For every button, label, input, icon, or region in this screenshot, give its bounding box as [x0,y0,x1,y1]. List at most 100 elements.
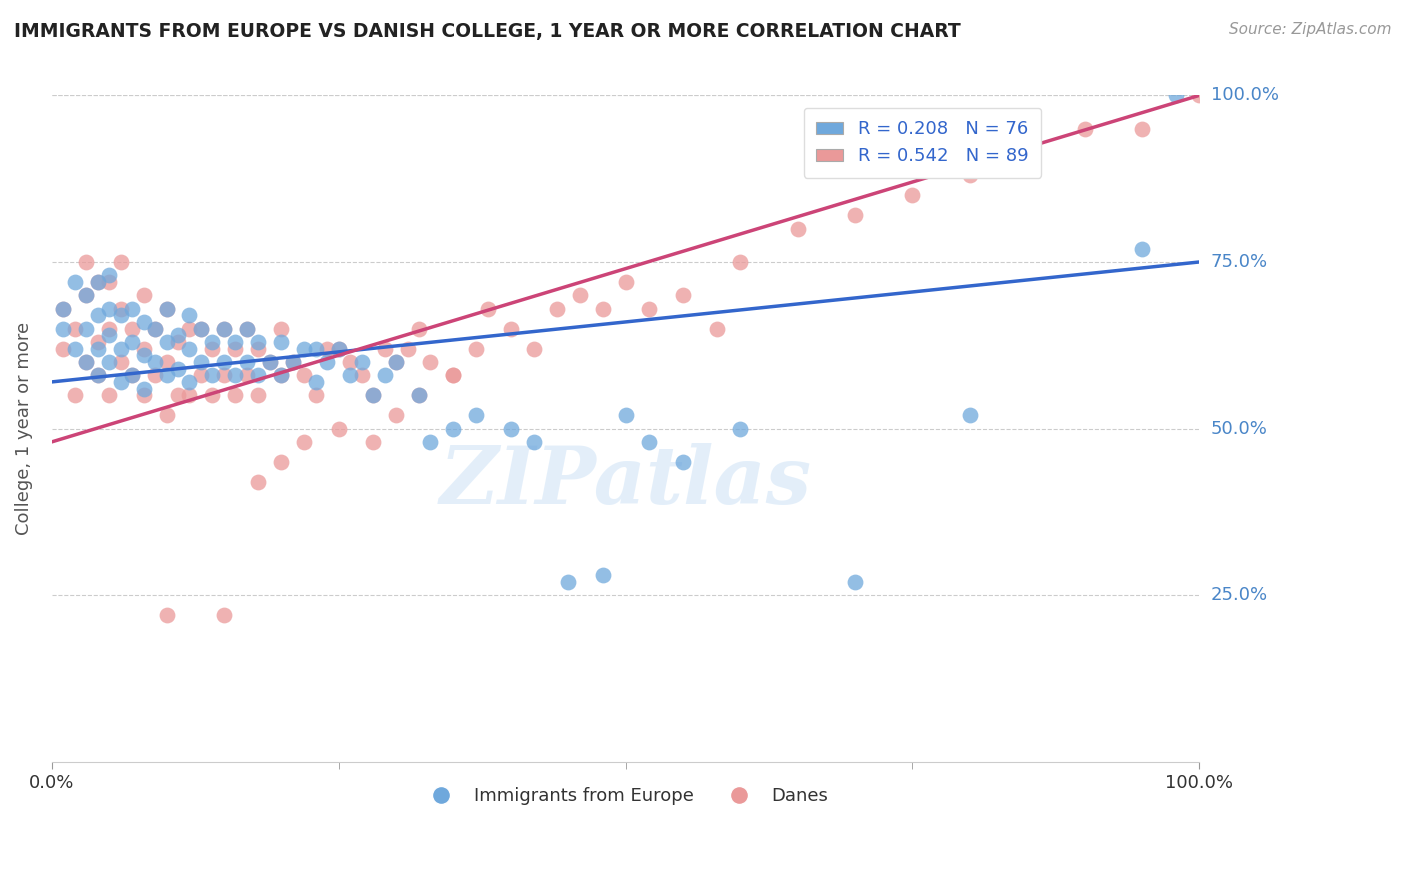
Point [350,355,373,369]
Point [212,368,235,383]
Point [292,368,315,383]
Point [408,388,430,402]
Point [361,388,384,402]
Point [155,334,177,349]
Text: 100.0%: 100.0% [1211,87,1278,104]
Point [167,388,190,402]
Point [1017,155,1039,169]
Point [167,361,190,376]
Point [98,328,121,343]
Point [247,334,270,349]
Point [592,301,614,316]
Point [959,409,981,423]
Point [224,388,246,402]
Point [155,368,177,383]
Point [63,275,86,289]
Point [121,334,143,349]
Point [75,355,97,369]
Point [63,321,86,335]
Point [786,221,808,235]
Point [155,301,177,316]
Point [63,388,86,402]
Point [901,188,924,202]
Point [959,169,981,183]
Point [305,375,328,389]
Point [259,355,281,369]
Point [143,321,166,335]
Point [52,301,75,316]
Point [86,275,108,289]
Point [110,308,132,322]
Point [706,321,728,335]
Point [730,255,752,269]
Point [201,334,224,349]
Point [247,388,270,402]
Point [441,421,464,435]
Point [86,308,108,322]
Point [419,355,441,369]
Point [190,321,212,335]
Point [132,342,155,356]
Point [52,321,75,335]
Point [247,475,270,489]
Point [236,355,259,369]
Point [730,421,752,435]
Point [224,342,246,356]
Point [328,342,350,356]
Point [224,334,246,349]
Point [1166,88,1188,103]
Point [385,355,408,369]
Text: Source: ZipAtlas.com: Source: ZipAtlas.com [1229,22,1392,37]
Point [419,434,441,449]
Point [247,342,270,356]
Point [328,342,350,356]
Point [63,342,86,356]
Point [292,342,315,356]
Point [143,368,166,383]
Point [121,301,143,316]
Point [281,355,304,369]
Text: 50.0%: 50.0% [1211,419,1267,438]
Point [190,368,212,383]
Point [236,368,259,383]
Point [190,355,212,369]
Point [75,355,97,369]
Point [465,342,488,356]
Text: 75.0%: 75.0% [1211,253,1268,271]
Point [110,255,132,269]
Point [270,455,292,469]
Point [350,368,373,383]
Point [110,342,132,356]
Point [75,288,97,302]
Point [132,382,155,396]
Y-axis label: College, 1 year or more: College, 1 year or more [15,322,32,535]
Point [155,355,177,369]
Point [143,355,166,369]
Point [270,368,292,383]
Point [155,608,177,623]
Point [408,388,430,402]
Point [499,321,522,335]
Point [121,368,143,383]
Point [98,388,121,402]
Point [305,342,328,356]
Point [121,321,143,335]
Point [201,388,224,402]
Point [477,301,499,316]
Point [143,321,166,335]
Point [557,574,579,589]
Point [132,348,155,362]
Point [305,388,328,402]
Point [132,315,155,329]
Point [1130,121,1153,136]
Point [1130,242,1153,256]
Point [98,321,121,335]
Point [110,375,132,389]
Point [844,208,866,222]
Point [179,388,201,402]
Point [86,342,108,356]
Point [75,288,97,302]
Point [441,368,464,383]
Point [179,321,201,335]
Point [98,275,121,289]
